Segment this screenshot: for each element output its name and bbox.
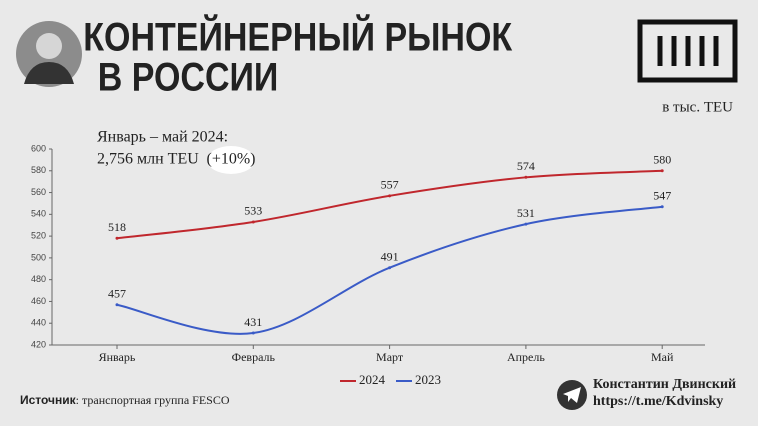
value-label: 431: [244, 315, 262, 329]
y-tick-label: 600: [31, 143, 46, 153]
value-label: 531: [517, 206, 535, 220]
portrait-face: [36, 33, 62, 59]
point: [660, 205, 664, 209]
annotation: Январь – май 2024:: [97, 129, 228, 146]
annotation-highlight: [207, 146, 255, 174]
point: [115, 236, 119, 240]
point: [524, 175, 528, 179]
source: Источник: транспортная группа FESCO: [20, 393, 230, 407]
value-label: 547: [653, 188, 671, 202]
annotation: 2,756 млн TEU: [97, 151, 199, 168]
source-text: : транспортная группа FESCO: [76, 393, 230, 407]
y-tick-label: 420: [31, 339, 46, 349]
chart-title: КОНТЕЙНЕРНЫЙ РЫНОК: [83, 14, 512, 59]
point: [388, 266, 392, 270]
unit-label: в тыс. TEU: [662, 99, 733, 115]
x-tick-label: Май: [651, 350, 674, 364]
author-link: https://t.me/Kdvinsky: [593, 394, 723, 409]
x-tick-label: Январь: [99, 350, 136, 364]
telegram-plane: [563, 387, 581, 403]
value-label: 533: [244, 204, 262, 218]
y-tick-label: 440: [31, 318, 46, 328]
point: [388, 194, 392, 198]
point: [115, 303, 119, 307]
portrait-body: [24, 62, 74, 84]
chart-title: В РОССИИ: [98, 54, 279, 99]
value-label: 557: [381, 178, 399, 192]
author: Константин Двинский: [593, 377, 736, 392]
y-tick-label: 500: [31, 252, 46, 262]
value-label: 457: [108, 286, 126, 300]
legend-label: 2024: [359, 372, 386, 387]
point: [251, 220, 255, 224]
value-label: 580: [653, 153, 671, 167]
value-label: 518: [108, 220, 126, 234]
container-icon: [637, 19, 738, 83]
y-tick-label: 560: [31, 187, 46, 197]
point: [524, 222, 528, 226]
y-tick-label: 540: [31, 209, 46, 219]
annotation: (+10%): [206, 151, 255, 168]
y-tick-label: 480: [31, 274, 46, 284]
y-tick-label: 580: [31, 165, 46, 175]
point: [251, 331, 255, 335]
y-tick-label: 520: [31, 230, 46, 240]
y-tick-label: 460: [31, 296, 46, 306]
value-label: 574: [517, 159, 535, 173]
x-tick-label: Февраль: [232, 350, 276, 364]
point: [660, 169, 664, 173]
x-tick-label: Март: [376, 350, 404, 364]
value-label: 491: [381, 249, 399, 263]
legend-label: 2023: [415, 372, 441, 387]
source-label: Источник: [20, 393, 77, 407]
x-tick-label: Апрель: [507, 350, 545, 364]
